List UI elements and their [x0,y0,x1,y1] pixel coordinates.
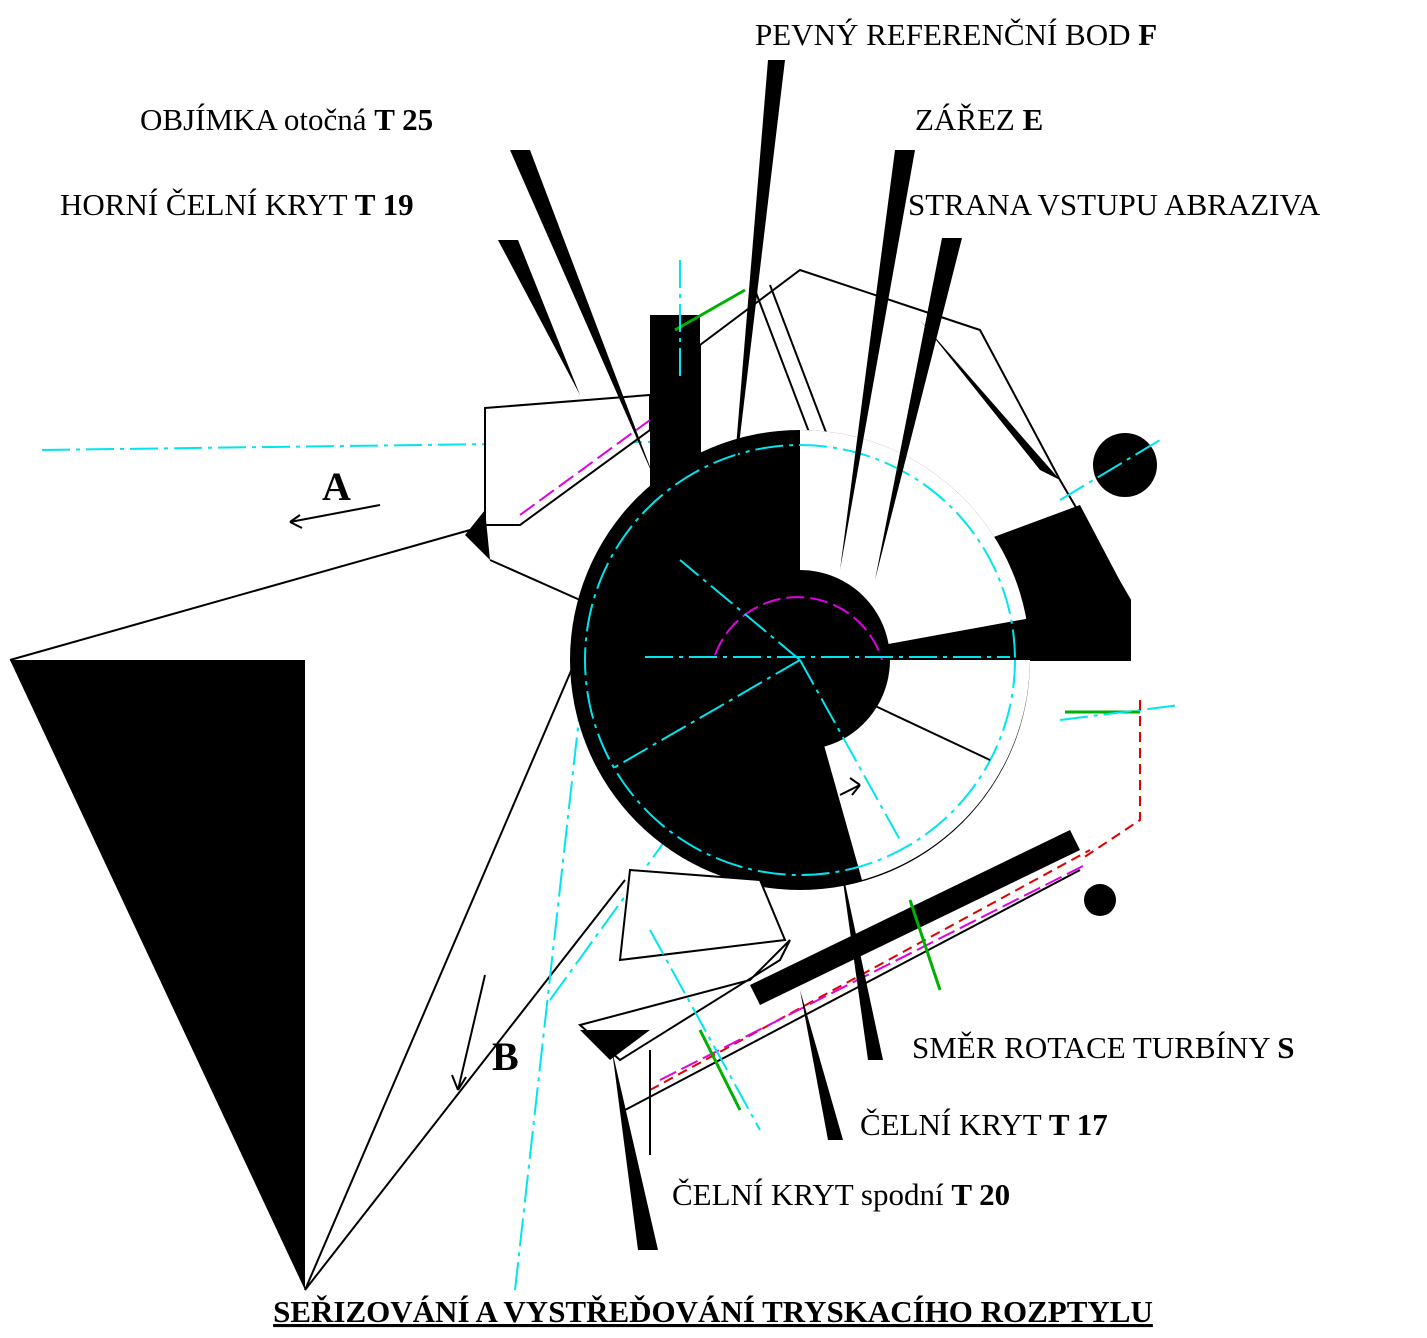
line [1080,700,1140,860]
label-text: ZÁŘEZ [915,102,1015,137]
knob [1093,433,1157,497]
shape [10,660,305,1290]
label-text: HORNÍ ČELNÍ KRYT [60,187,348,222]
label: HORNÍ ČELNÍ KRYT T 19 [60,187,414,222]
label-code: T 17 [1049,1107,1108,1142]
label: STRANA VSTUPU ABRAZIVA [908,187,1321,222]
label: ČELNÍ KRYT spodní T 20 [672,1177,1010,1212]
arrow [452,975,485,1090]
label: ZÁŘEZ E [915,102,1043,137]
label-text: ČELNÍ KRYT [860,1107,1042,1142]
label-code: E [1023,102,1044,137]
label-text: SMĚR ROTACE TURBÍNY [912,1030,1270,1065]
line [10,530,470,660]
label: ČELNÍ KRYT T 17 [860,1107,1108,1142]
drawing [10,60,1180,1290]
label-code: F [1138,17,1157,52]
title: SEŘIZOVÁNÍ A VYSTŘEĎOVÁNÍ TRYSKACÍHO ROZ… [273,1294,1153,1329]
diagram: PEVNÝ REFERENČNÍ BOD F OBJÍMKA otočná T … [0,0,1427,1338]
label: SMĚR ROTACE TURBÍNY S [912,1030,1295,1065]
line [305,650,580,1290]
label-text: OBJÍMKA otočná [140,102,367,137]
leader [612,1050,658,1250]
label-text: ČELNÍ KRYT spodní [672,1177,944,1212]
label-code: T 19 [355,187,414,222]
marker: B [492,1034,519,1079]
label: PEVNÝ REFERENČNÍ BOD F [755,17,1157,52]
label: OBJÍMKA otočná T 25 [140,102,433,137]
line [305,880,625,1290]
label-text: PEVNÝ REFERENČNÍ BOD [755,17,1130,52]
marker: A [322,464,351,509]
label-code: T 20 [951,1177,1010,1212]
shape [485,395,650,525]
knob [1084,884,1116,916]
line [490,560,580,600]
label-code: T 25 [374,102,433,137]
leader [800,990,843,1140]
label-code: S [1277,1030,1294,1065]
shape [620,870,785,960]
